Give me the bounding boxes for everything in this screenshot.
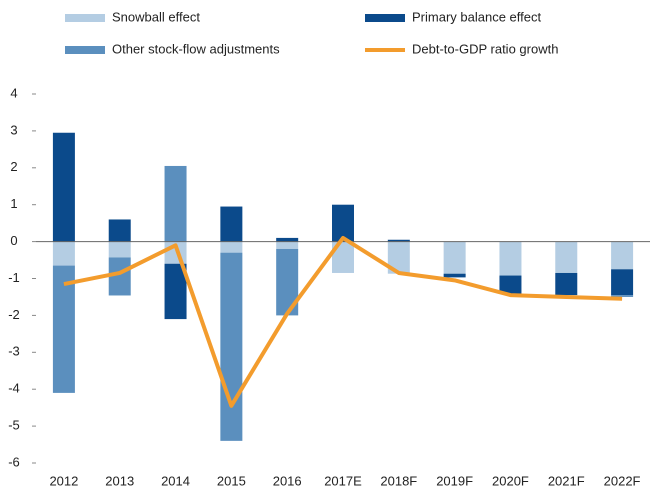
x-tick-label: 2013 [105, 473, 134, 488]
y-tick-label: -3 [8, 344, 20, 359]
x-tick-label: 2014 [161, 473, 190, 488]
x-tick-label: 2019F [436, 473, 473, 488]
x-tick-label: 2012 [49, 473, 78, 488]
bar [443, 241, 466, 274]
x-tick-label: 2021F [548, 473, 585, 488]
bar [276, 248, 299, 316]
y-tick-label: -5 [8, 418, 20, 433]
y-tick-label: 0 [10, 233, 17, 248]
legend-swatch [65, 46, 105, 54]
y-tick-label: 2 [10, 159, 17, 174]
legend-label: Other stock-flow adjustments [112, 41, 280, 56]
x-tick-label: 2015 [217, 473, 246, 488]
y-tick-label: -6 [8, 454, 20, 469]
bar [220, 252, 243, 441]
bar [611, 241, 634, 270]
bar [164, 263, 187, 320]
x-tick-label: 2022F [604, 473, 641, 488]
legend-swatch [365, 14, 405, 22]
legend-label: Debt-to-GDP ratio growth [412, 41, 558, 56]
bar [332, 204, 354, 242]
bar [220, 241, 243, 253]
legend-swatch [65, 14, 105, 22]
bar [220, 206, 243, 242]
y-tick-label: -4 [8, 381, 20, 396]
bar [52, 265, 75, 393]
bar [276, 241, 299, 249]
x-tick-label: 2016 [273, 473, 302, 488]
bar [499, 241, 522, 276]
legend-label: Snowball effect [112, 9, 200, 24]
bar [164, 165, 187, 242]
bar [499, 275, 522, 294]
bar [52, 132, 75, 242]
bar [108, 241, 131, 258]
bar [555, 272, 578, 296]
x-tick-label: 2017E [324, 473, 362, 488]
line [63, 235, 623, 408]
bar [387, 239, 410, 242]
bar [52, 241, 75, 266]
x-tick-label: 2018F [380, 473, 417, 488]
x-tick-label: 2020F [492, 473, 529, 488]
legend-label: Primary balance effect [412, 9, 541, 24]
bar [611, 295, 634, 297]
bar [555, 241, 578, 273]
bar [108, 219, 131, 242]
bar [443, 273, 466, 278]
bar [332, 241, 354, 273]
y-tick-label: -1 [8, 270, 20, 285]
y-tick-label: 3 [10, 122, 17, 137]
y-tick-label: 4 [10, 85, 17, 100]
y-tick-label: 1 [10, 196, 17, 211]
bar [387, 241, 410, 274]
bar [108, 257, 131, 296]
y-tick-label: -2 [8, 307, 20, 322]
bar [276, 237, 299, 242]
bar [611, 269, 634, 296]
